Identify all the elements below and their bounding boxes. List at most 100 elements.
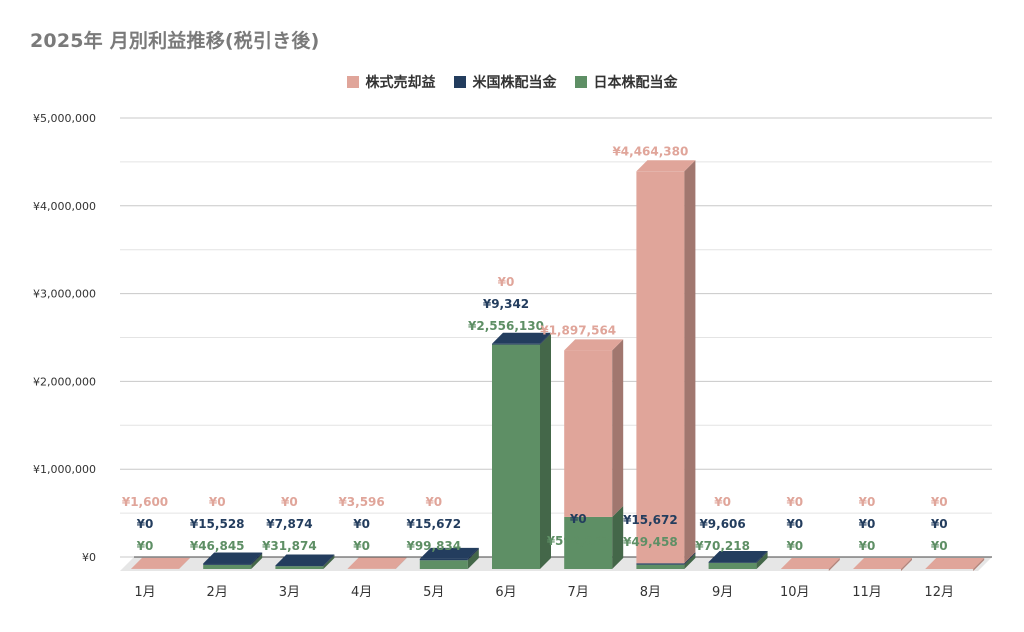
bar-segment [708, 562, 757, 569]
data-label-jp-dividend: ¥0 [353, 539, 370, 553]
bar-segment [275, 565, 324, 567]
bar-top [780, 558, 840, 569]
data-label-jp-dividend: ¥2,556,130 [468, 319, 544, 333]
data-label-us-dividend: ¥0 [786, 517, 803, 531]
bar-side [612, 339, 624, 517]
x-tick-label: 11月 [852, 585, 882, 600]
y-tick-label: ¥1,000,000 [33, 463, 96, 476]
bar-side [540, 333, 551, 569]
x-tick-label: 5月 [423, 585, 444, 600]
legend-item-sale[interactable]: 株式売却益 [346, 72, 436, 92]
bar-top [708, 550, 768, 562]
data-label-us-dividend: ¥15,528 [190, 517, 245, 531]
data-label-jp-dividend: ¥0 [786, 539, 803, 553]
bar-top [492, 332, 551, 344]
bar-segment [419, 560, 468, 569]
legend-label-jp-dividend: 日本株配当金 [593, 75, 678, 91]
bar-side [973, 558, 985, 571]
bar-segment [636, 563, 685, 565]
bar-segment [564, 516, 613, 569]
bar-side [756, 551, 768, 569]
bar-segment [492, 343, 540, 345]
data-label-jp-dividend: ¥0 [859, 539, 876, 553]
data-label-jp-dividend: ¥99,834 [406, 539, 461, 553]
bar-side [684, 553, 696, 569]
y-tick-label: ¥3,000,000 [33, 288, 96, 301]
x-tick-label: 2月 [207, 585, 228, 600]
bar-top [131, 557, 190, 569]
x-tick-label: 9月 [712, 585, 733, 600]
data-label-sale: ¥0 [714, 495, 731, 509]
y-tick-label: ¥4,000,000 [33, 200, 96, 213]
bar-side [828, 558, 840, 571]
data-label-us-dividend: ¥15,672 [623, 513, 678, 527]
bar-segment [636, 171, 685, 564]
data-label-sale: ¥0 [786, 495, 803, 509]
bar-side [540, 332, 551, 345]
x-tick-label: 10月 [780, 585, 810, 600]
data-label-jp-dividend: ¥70,218 [695, 539, 750, 553]
bar-top [853, 558, 912, 569]
data-label-us-dividend: ¥0 [137, 517, 154, 531]
bar-segment [419, 558, 468, 561]
legend: 株式売却益 米国株配当金 日本株配当金 [0, 72, 1024, 92]
data-label-us-dividend: ¥0 [353, 517, 370, 531]
bar-side [251, 552, 263, 565]
bar-side [323, 554, 335, 567]
bar-side [395, 557, 407, 569]
bar-segment [564, 350, 613, 517]
bar-side [684, 552, 696, 565]
x-tick-label: 6月 [495, 585, 516, 600]
y-tick-label: ¥5,000,000 [33, 112, 96, 125]
data-label-us-dividend: ¥15,672 [406, 517, 461, 531]
data-label-us-dividend: ¥7,874 [266, 517, 312, 531]
data-label-us-dividend: ¥0 [931, 517, 948, 531]
bar-segment [708, 561, 757, 563]
bar-side [756, 550, 768, 563]
data-label-sale: ¥4,464,380 [612, 144, 688, 158]
data-label-jp-dividend: ¥46,845 [190, 539, 245, 553]
data-label-us-dividend: ¥9,342 [483, 297, 529, 311]
data-label-us-dividend: ¥9,606 [699, 517, 745, 531]
bar-side [323, 555, 335, 569]
x-tick-label: 8月 [640, 585, 661, 600]
data-label-jp-dividend: ¥0 [931, 539, 948, 553]
bar-segment [203, 564, 252, 569]
data-label-sale: ¥1,600 [122, 495, 168, 509]
legend-label-us-dividend: 米国株配当金 [472, 75, 557, 91]
x-tick-label: 7月 [568, 585, 589, 600]
bar-side [467, 549, 479, 569]
chart-title: 2025年 月別利益推移(税引き後) [30, 30, 320, 52]
data-label-sale: ¥0 [281, 495, 298, 509]
bar-segment [636, 564, 685, 569]
bar-top [636, 160, 696, 172]
y-tick-label: ¥0 [82, 551, 96, 564]
bar-top [347, 557, 407, 569]
chart-floor [120, 557, 992, 571]
data-label-jp-dividend: ¥592,857 [547, 534, 610, 548]
data-label-jp-dividend: ¥31,874 [262, 539, 317, 553]
legend-item-jp-dividend[interactable]: 日本株配当金 [574, 72, 678, 92]
bar-side [251, 553, 263, 569]
data-label-jp-dividend: ¥49,458 [623, 535, 678, 549]
bar-segment [275, 566, 324, 569]
bar-side [684, 160, 696, 564]
data-label-sale: ¥0 [498, 275, 515, 289]
bar-top [925, 558, 985, 569]
bar-top [275, 554, 335, 566]
legend-swatch-sale [346, 76, 359, 88]
legend-item-us-dividend[interactable]: 米国株配当金 [453, 72, 557, 92]
x-tick-label: 12月 [924, 585, 954, 600]
x-tick-label: 4月 [351, 585, 372, 600]
y-tick-label: ¥2,000,000 [33, 375, 96, 388]
data-label-jp-dividend: ¥0 [137, 539, 154, 553]
legend-swatch-us-dividend [453, 76, 466, 88]
bar-segment [203, 563, 252, 565]
bar-side [179, 557, 190, 569]
data-label-sale: ¥0 [209, 495, 226, 509]
bar-top [203, 552, 263, 564]
data-label-us-dividend: ¥0 [859, 517, 876, 531]
data-label-sale: ¥0 [859, 495, 876, 509]
